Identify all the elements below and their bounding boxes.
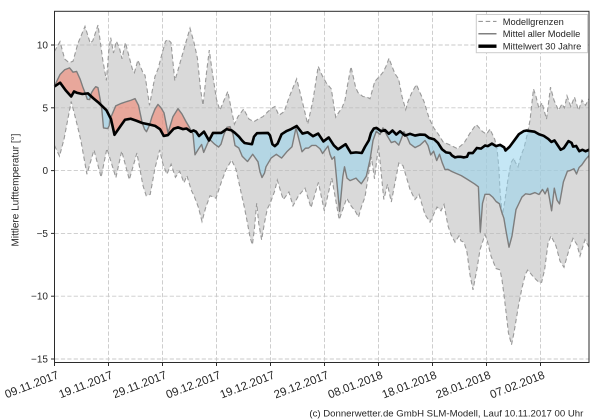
svg-text:10: 10 [37,41,49,52]
svg-text:−5: −5 [37,229,49,240]
svg-text:Mittel aller Modelle: Mittel aller Modelle [503,29,581,39]
svg-text:(c) Donnerwetter.de GmbH SLM-M: (c) Donnerwetter.de GmbH SLM-Modell, Lau… [309,409,584,420]
svg-text:0: 0 [42,166,48,177]
svg-text:5: 5 [42,103,48,114]
svg-text:Mittlere Lufttemperatur [°]: Mittlere Lufttemperatur [°] [11,133,22,246]
svg-text:−15: −15 [31,355,48,366]
svg-text:Modellgrenzen: Modellgrenzen [503,17,564,27]
svg-text:−10: −10 [31,292,48,303]
svg-text:Mittelwert 30 Jahre: Mittelwert 30 Jahre [503,42,582,52]
